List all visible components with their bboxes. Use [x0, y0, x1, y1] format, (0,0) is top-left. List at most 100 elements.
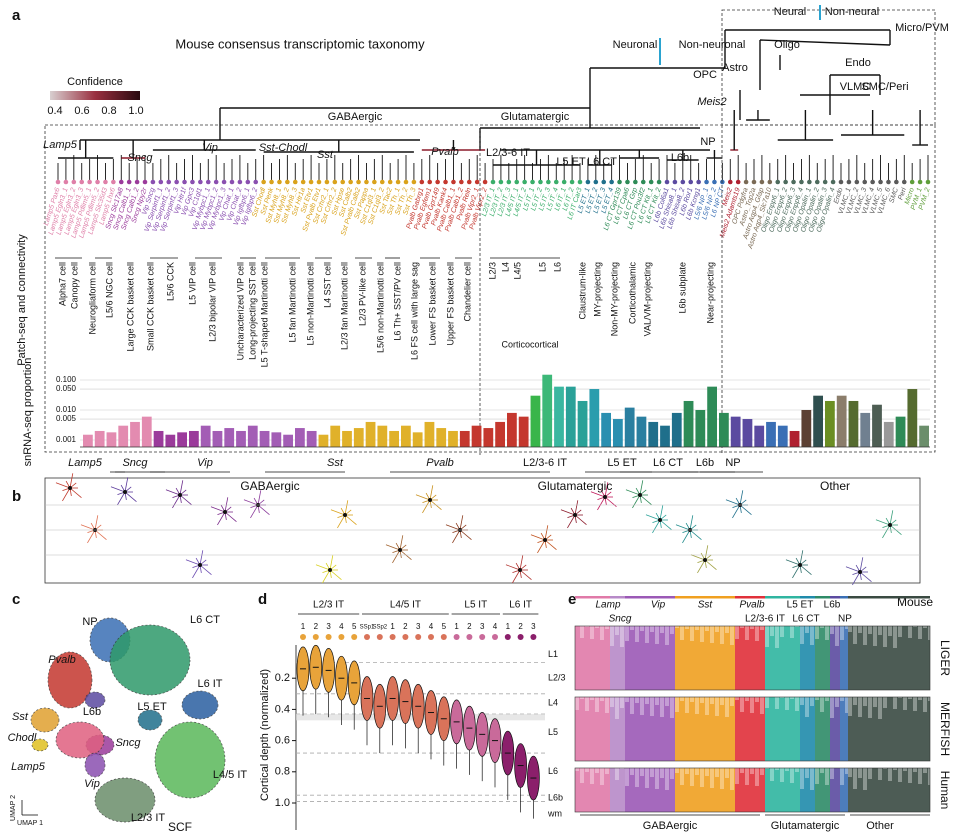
leaf-node: [664, 179, 670, 185]
leaf-node: [727, 179, 733, 185]
composition-tint: [610, 626, 614, 646]
composition-tint: [845, 626, 849, 629]
leaf-node: [103, 179, 108, 185]
leaf-node: [830, 179, 836, 185]
proportion-bar: [342, 430, 352, 447]
proportion-bar: [872, 404, 882, 447]
composition-tint: [645, 697, 649, 704]
composition-tint: [893, 626, 897, 648]
composition-tint: [775, 697, 779, 709]
patchseq-type: Lower FS basket cell: [427, 262, 437, 346]
neuron-dendrite: [845, 566, 861, 573]
neuron-soma: [798, 563, 802, 567]
proportion-bar: [565, 386, 576, 447]
composition-tint: [830, 697, 834, 718]
neuron-dendrite: [330, 509, 346, 516]
subtype-label: 5: [442, 622, 447, 631]
neuron-soma: [328, 568, 332, 572]
composition-tint: [923, 768, 927, 773]
leaf-node: [126, 179, 132, 185]
neuron-dendrite: [537, 539, 546, 554]
subtype-label: 1: [506, 622, 511, 631]
leaf-node: [166, 179, 172, 185]
subtype-label: 5: [352, 622, 357, 631]
composition-tint: [923, 697, 927, 712]
patchseq-type: Near-projecting: [705, 262, 715, 324]
composition-tint: [695, 768, 699, 775]
composition-tint: [898, 768, 902, 782]
neuron-soma: [888, 523, 892, 527]
leaf-node: [63, 179, 69, 185]
tree-label: Non-neural: [825, 6, 879, 18]
neuron-dendrite: [799, 564, 812, 575]
leaf-node: [403, 179, 409, 185]
composition-tint: [750, 626, 754, 629]
row-frame: [574, 767, 931, 813]
proportion-bar: [825, 400, 835, 447]
composition-tint: [913, 768, 917, 772]
neuron-dendrite: [224, 511, 237, 522]
row-label: Patch-seq and connectivity: [16, 234, 28, 366]
neuron-soma: [343, 513, 347, 517]
neuron-dendrite: [192, 564, 201, 579]
composition-tint: [730, 626, 734, 645]
patchseq-type: L4/5: [512, 262, 522, 280]
umap-cluster: [31, 738, 49, 752]
composition-tint: [730, 697, 734, 706]
subtype-dot: [453, 634, 460, 640]
composition-block: [800, 697, 815, 761]
cluster-label: Vip: [84, 778, 100, 790]
leaf-node: [174, 179, 179, 185]
composition-tint: [883, 768, 887, 769]
composition-block: [625, 768, 675, 812]
leaf-node: [625, 179, 630, 185]
neuron-dendrite: [452, 529, 461, 544]
leaf-node: [269, 179, 274, 185]
subtype-label: 1: [454, 622, 459, 631]
composition-tint: [795, 768, 799, 772]
composition-tint: [640, 697, 644, 715]
patchseq-type: L2/3: [487, 262, 497, 280]
composition-tint: [770, 626, 774, 636]
umap-cluster: [55, 721, 105, 759]
leaf-node: [372, 179, 377, 185]
composition-tint: [670, 626, 674, 634]
composition-tint: [903, 768, 907, 771]
composition-tint: [640, 626, 644, 631]
class-label: Other: [866, 820, 894, 832]
neuron-soma: [703, 558, 707, 562]
patchseq-type: Claustrum-like: [577, 262, 587, 320]
composition-tint: [650, 626, 654, 632]
y-tick-label: 0.2: [275, 672, 290, 684]
patchseq-type: L5/6 CCK: [165, 262, 175, 301]
neuron-dendrite: [792, 564, 801, 579]
composition-tint: [755, 626, 759, 641]
confidence-gradient: [50, 91, 140, 100]
umap-cluster: [154, 721, 226, 799]
subtype-label: 1: [390, 622, 395, 631]
proportion-bar: [671, 412, 682, 447]
leaf-node: [909, 179, 915, 185]
subtype-dot: [504, 634, 511, 640]
proportion-bar: [141, 416, 152, 447]
composition-tint: [800, 626, 804, 644]
leaf-node: [332, 179, 338, 185]
proportion-bar: [683, 400, 694, 447]
y-tick-label: 0.6: [275, 735, 290, 747]
composition-tint: [750, 697, 754, 713]
neuron-dendrite: [544, 539, 557, 550]
composition-tint: [923, 626, 927, 628]
composition-tint: [825, 626, 829, 640]
panel-letter: d: [258, 591, 267, 608]
legend-tick: 0.6: [74, 105, 89, 117]
composition-tint: [858, 768, 862, 778]
composition-tint: [660, 626, 664, 633]
axis-label: UMAP 2: [10, 795, 17, 821]
neuron-dendrite: [567, 514, 576, 529]
composition-tint: [825, 697, 829, 701]
neuron-dendrite: [94, 529, 107, 540]
neuron-soma: [658, 518, 662, 522]
umap-cluster: [30, 707, 60, 733]
leaf-label: SMC: [889, 186, 901, 204]
neuron-dendrite: [459, 529, 472, 540]
